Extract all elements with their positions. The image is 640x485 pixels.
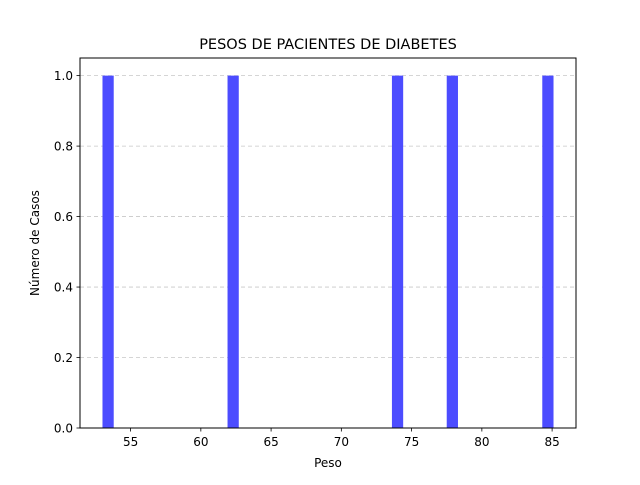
y-tick-label: 0.8 xyxy=(54,140,73,154)
histogram-bar xyxy=(542,75,554,428)
x-tick-label: 85 xyxy=(544,435,559,449)
histogram-bar xyxy=(446,75,458,428)
bar-layer xyxy=(102,75,554,428)
x-axis-ticks: 55 60 65 70 75 80 85 xyxy=(123,428,560,449)
y-axis-label: Número de Casos xyxy=(28,190,42,296)
x-tick-label: 80 xyxy=(474,435,489,449)
plot-frame xyxy=(79,57,577,429)
histogram-bar xyxy=(102,75,114,428)
x-tick-label: 55 xyxy=(123,435,138,449)
y-axis-ticks: 0.0 0.2 0.4 0.6 0.8 1.0 xyxy=(54,69,80,436)
y-tick-label: 0.6 xyxy=(54,210,73,224)
y-tick-label: 1.0 xyxy=(54,69,73,83)
histogram-bar xyxy=(227,75,239,428)
y-tick-label: 0.0 xyxy=(54,422,73,436)
x-tick-label: 65 xyxy=(263,435,278,449)
x-axis-label: Peso xyxy=(314,456,342,470)
y-tick-label: 0.4 xyxy=(54,281,73,295)
x-tick-label: 75 xyxy=(404,435,419,449)
histogram-bar xyxy=(391,75,404,428)
chart-title: PESOS DE PACIENTES DE DIABETES xyxy=(199,37,457,53)
x-tick-label: 70 xyxy=(334,435,349,449)
y-tick-label: 0.2 xyxy=(54,351,73,365)
x-tick-label: 60 xyxy=(193,435,208,449)
